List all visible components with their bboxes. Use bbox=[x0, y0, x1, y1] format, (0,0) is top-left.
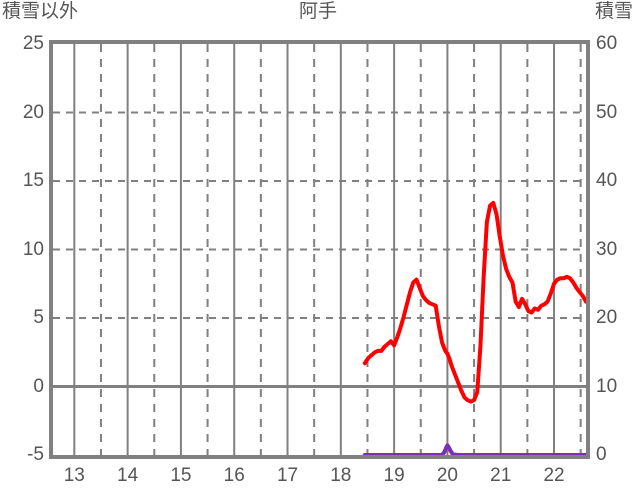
left-tick-10: 10 bbox=[22, 238, 44, 260]
right-tick-30: 30 bbox=[596, 238, 618, 260]
left-tick-5: 5 bbox=[33, 307, 44, 328]
series-line-1 bbox=[362, 443, 586, 455]
left-axis-title: 積雪以外 bbox=[2, 1, 79, 22]
plot-svg bbox=[53, 44, 586, 455]
x-tick-18: 18 bbox=[330, 465, 352, 486]
grid-layer bbox=[53, 44, 586, 455]
x-tick-16: 16 bbox=[223, 465, 245, 486]
left-tick-25: 25 bbox=[22, 33, 44, 54]
left-tick-0: 0 bbox=[33, 375, 44, 397]
series-line-0 bbox=[362, 200, 586, 404]
right-tick-0: 0 bbox=[596, 444, 607, 465]
right-tick-50: 50 bbox=[596, 101, 618, 123]
left-tick--5: -5 bbox=[27, 444, 44, 465]
plot-area bbox=[49, 40, 590, 459]
x-tick-19: 19 bbox=[383, 465, 405, 486]
chart-title: 阿手 bbox=[298, 1, 337, 22]
series-layer bbox=[362, 200, 586, 455]
x-tick-20: 20 bbox=[436, 465, 458, 486]
left-tick-15: 15 bbox=[22, 170, 44, 191]
x-tick-17: 17 bbox=[276, 465, 299, 486]
x-tick-13: 13 bbox=[63, 465, 85, 486]
x-tick-15: 15 bbox=[170, 465, 192, 486]
x-tick-22: 22 bbox=[543, 465, 565, 486]
right-tick-10: 10 bbox=[596, 375, 618, 397]
right-tick-40: 40 bbox=[596, 170, 618, 191]
right-tick-60: 60 bbox=[596, 33, 618, 54]
x-tick-21: 21 bbox=[490, 465, 512, 486]
left-tick-20: 20 bbox=[22, 101, 44, 123]
right-tick-20: 20 bbox=[596, 307, 618, 328]
x-tick-14: 14 bbox=[117, 465, 139, 486]
right-axis-title: 積雪 bbox=[594, 1, 633, 22]
